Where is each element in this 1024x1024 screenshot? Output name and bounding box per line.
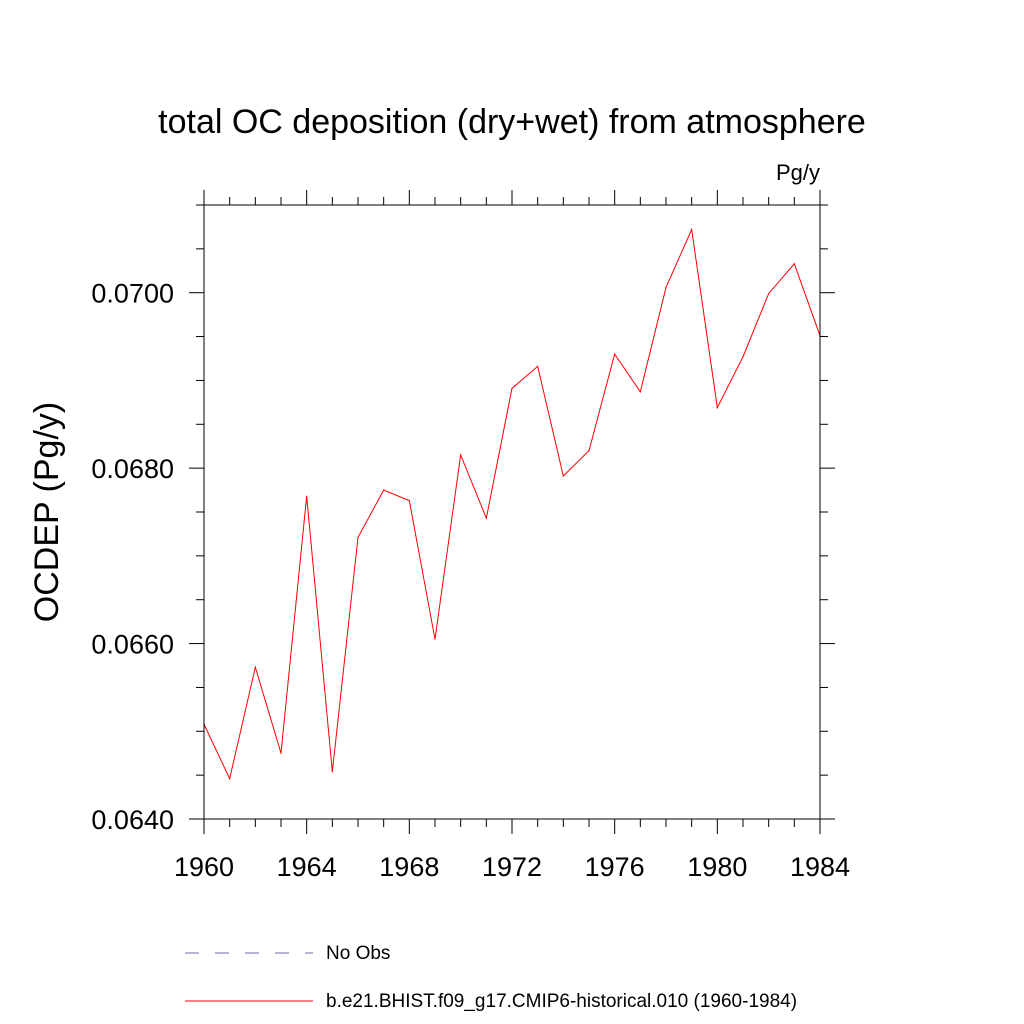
data-point: [408, 499, 410, 502]
y-tick-label: 0.0640: [91, 805, 174, 835]
data-point: [331, 771, 333, 773]
legend-label-model: b.e21.BHIST.f09_g17.CMIP6-historical.010…: [326, 991, 797, 1012]
y-tick-label: 0.0660: [91, 630, 174, 660]
data-point: [768, 292, 770, 295]
x-tick-label: 1980: [687, 852, 747, 882]
x-tick-label: 1984: [790, 852, 850, 882]
y-tick-label: 0.0700: [91, 279, 174, 309]
data-point: [588, 450, 590, 452]
units-label: Pg/y: [776, 160, 820, 185]
data-point: [485, 517, 487, 519]
x-tick-label: 1976: [585, 852, 645, 882]
data-point: [383, 489, 385, 491]
plot-frame: [203, 204, 821, 820]
data-point: [460, 454, 462, 456]
data-point: [639, 391, 641, 393]
tick-labels: 1960 1964 1968 1972 1976 1980 1984 0.0640 0.0660…: [91, 279, 850, 882]
x-tick-label: 1972: [482, 852, 542, 882]
data-point: [434, 638, 436, 640]
chart-title: total OC deposition (dry+wet) from atmos…: [158, 103, 866, 141]
data-point: [306, 495, 308, 497]
x-tick-label: 1964: [277, 852, 337, 882]
legend-label-no-obs: No Obs: [326, 943, 390, 964]
data-point: [537, 365, 539, 367]
data-point: [691, 228, 693, 231]
data-point: [254, 666, 256, 668]
data-point: [280, 752, 282, 754]
series-line: [203, 227, 821, 781]
data-point: [716, 407, 718, 409]
data-point: [665, 286, 667, 289]
data-point: [562, 475, 564, 477]
series-layer: [203, 227, 821, 781]
data-point: [511, 387, 513, 389]
y-axis-label: OCDEP (Pg/y): [28, 402, 66, 622]
axis-ticks: [189, 190, 835, 834]
data-point: [742, 356, 744, 358]
y-tick-label: 0.0680: [91, 454, 174, 484]
data-point: [229, 778, 231, 780]
data-point: [357, 536, 359, 539]
data-point: [614, 353, 616, 355]
x-tick-label: 1960: [174, 852, 234, 882]
x-tick-label: 1968: [379, 852, 439, 882]
legend: No Obs b.e21.BHIST.f09_g17.CMIP6-histori…: [185, 943, 797, 1012]
data-point: [793, 263, 795, 265]
